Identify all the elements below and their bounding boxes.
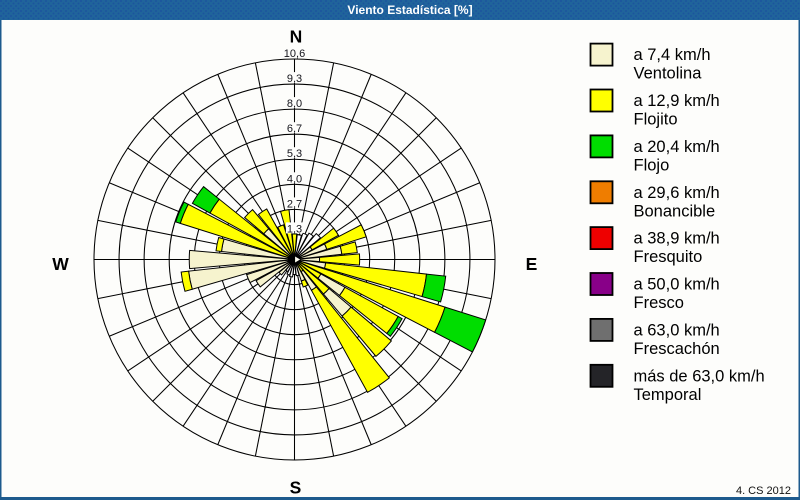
svg-text:a 50,0 km/h: a 50,0 km/h [634,276,720,294]
svg-text:Ventolina: Ventolina [634,65,703,83]
svg-text:1,3: 1,3 [287,223,302,235]
svg-text:Bonancible: Bonancible [634,202,716,220]
svg-text:6,7: 6,7 [287,123,302,135]
svg-text:2,7: 2,7 [287,198,302,210]
svg-text:Frescachón: Frescachón [634,340,720,358]
svg-text:9,3: 9,3 [287,73,302,85]
svg-text:N: N [290,27,303,47]
svg-text:Flojo: Flojo [634,156,670,174]
svg-text:Fresco: Fresco [634,294,684,312]
svg-text:S: S [290,478,302,498]
svg-text:W: W [52,254,69,274]
svg-text:4,0: 4,0 [287,173,302,185]
svg-text:10,6: 10,6 [284,48,305,60]
svg-text:5,3: 5,3 [287,148,302,160]
svg-text:Temporal: Temporal [634,386,702,404]
svg-text:a 38,9 km/h: a 38,9 km/h [634,230,720,248]
svg-text:Flojito: Flojito [634,111,678,129]
svg-text:8,0: 8,0 [287,98,302,110]
svg-text:E: E [526,254,538,274]
svg-text:a 20,4 km/h: a 20,4 km/h [634,138,720,156]
svg-text:a 63,0 km/h: a 63,0 km/h [634,321,720,339]
svg-text:más de 63,0 km/h: más de 63,0 km/h [634,367,765,385]
svg-text:4. CS 2012: 4. CS 2012 [736,485,791,497]
svg-text:Fresquito: Fresquito [634,248,703,266]
svg-text:Viento Estadística [%]: Viento Estadística [%] [347,3,472,17]
svg-text:a 7,4 km/h: a 7,4 km/h [634,46,711,64]
svg-text:a 12,9 km/h: a 12,9 km/h [634,92,720,110]
svg-text:a 29,6 km/h: a 29,6 km/h [634,184,720,202]
